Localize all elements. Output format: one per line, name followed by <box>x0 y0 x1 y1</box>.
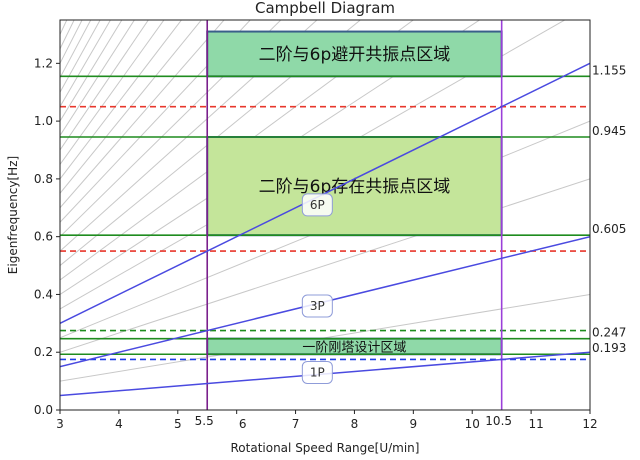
plot-frame <box>59 19 591 411</box>
background-line-17p <box>60 20 165 165</box>
y-axis-label: Eigenfrequency[Hz] <box>6 156 20 274</box>
hline-label-1: 1.155 <box>592 63 626 77</box>
vertical-lines-layer: 5.5 10.5 <box>195 20 512 428</box>
background-line-12p <box>60 20 282 238</box>
background-order-lines <box>60 20 590 382</box>
y-tick-label-3: 0.6 <box>34 230 53 244</box>
x-axis-label: Rotational Speed Range[U/min] <box>231 441 420 455</box>
x-axis-ticks: 3 4 5 6 7 8 9 10 11 12 <box>56 410 598 431</box>
y-tick-label-1: 0.2 <box>34 345 53 359</box>
series-label-box-1P <box>301 360 333 384</box>
region-2 <box>206 136 503 237</box>
x-tick-label-8: 8 <box>351 417 359 431</box>
background-line-15p <box>60 20 202 194</box>
x-tick-label-4: 4 <box>115 417 123 431</box>
chart-title: Campbell Diagram <box>255 0 395 17</box>
series-6P-line <box>60 62 590 325</box>
hline-label-4: 0.605 <box>592 222 626 236</box>
background-line-14p <box>60 20 225 209</box>
y-tick-label-5: 1.0 <box>34 114 53 128</box>
vline-label-1: 5.5 <box>195 414 214 428</box>
series-labels-layer: 1P 3P 6P <box>301 193 333 384</box>
hline-label-8: 0.193 <box>592 341 626 355</box>
hline-label-7: 0.247 <box>592 326 626 340</box>
vline-label-2: 10.5 <box>485 414 512 428</box>
series-label-3P: 3P <box>310 299 325 313</box>
background-line-11p <box>60 20 318 252</box>
series-label-1P: 1P <box>310 365 325 379</box>
series-label-box-3P <box>301 294 333 318</box>
y-tick-label-4: 0.8 <box>34 172 53 186</box>
background-line-16p <box>60 20 183 180</box>
x-tick-label-9: 9 <box>410 417 418 431</box>
background-line-8p <box>60 20 481 295</box>
x-tick-label-11: 11 <box>528 417 543 431</box>
x-tick-label-10: 10 <box>465 417 480 431</box>
series-label-6P: 6P <box>310 198 325 212</box>
background-line-13p <box>60 20 251 223</box>
series-label-box-6P <box>301 193 333 217</box>
y-tick-label-2: 0.4 <box>34 287 53 301</box>
y-tick-label-6: 1.2 <box>34 56 53 70</box>
x-tick-label-7: 7 <box>292 417 300 431</box>
x-tick-label-3: 3 <box>56 417 64 431</box>
region-label-3: 一阶刚塔设计区域 <box>302 340 406 355</box>
background-line-9p <box>60 20 415 281</box>
y-axis-ticks: 0.0 0.2 0.4 0.6 0.8 1.0 1.2 <box>34 56 60 417</box>
region-label-2: 二阶与6p存在共振点区域 <box>259 177 451 197</box>
y-tick-label-0: 0.0 <box>34 403 53 417</box>
x-tick-label-5: 5 <box>174 417 182 431</box>
x-tick-label-6: 6 <box>239 417 247 431</box>
region-label-1: 二阶与6p避开共振点区域 <box>259 45 451 65</box>
x-tick-label-12: 12 <box>582 417 597 431</box>
hline-label-3: 0.945 <box>592 124 626 138</box>
